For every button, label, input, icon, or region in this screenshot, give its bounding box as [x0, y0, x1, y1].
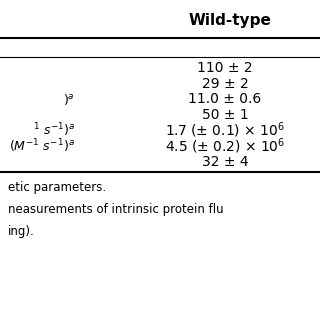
Text: 4.5 (± 0.2) × 10$^{6}$: 4.5 (± 0.2) × 10$^{6}$ — [165, 137, 285, 156]
Text: neasurements of intrinsic protein flu: neasurements of intrinsic protein flu — [8, 204, 224, 217]
Text: 11.0 ± 0.6: 11.0 ± 0.6 — [188, 92, 262, 106]
Text: 110 ± 2: 110 ± 2 — [197, 61, 253, 75]
Text: ing).: ing). — [8, 226, 35, 238]
Text: Wild-type: Wild-type — [188, 12, 271, 28]
Text: 32 ± 4: 32 ± 4 — [202, 155, 248, 169]
Text: $^{1}$ $s^{-1}$)$^{a}$: $^{1}$ $s^{-1}$)$^{a}$ — [33, 122, 75, 140]
Text: 1.7 (± 0.1) × 10$^{6}$: 1.7 (± 0.1) × 10$^{6}$ — [165, 121, 285, 140]
Text: )$^{a}$: )$^{a}$ — [63, 92, 75, 107]
Text: etic parameters.: etic parameters. — [8, 181, 106, 195]
Text: ($M^{-1}$ $s^{-1}$)$^{a}$: ($M^{-1}$ $s^{-1}$)$^{a}$ — [9, 138, 75, 155]
Text: 50 ± 1: 50 ± 1 — [202, 108, 248, 122]
Text: 29 ± 2: 29 ± 2 — [202, 77, 248, 91]
